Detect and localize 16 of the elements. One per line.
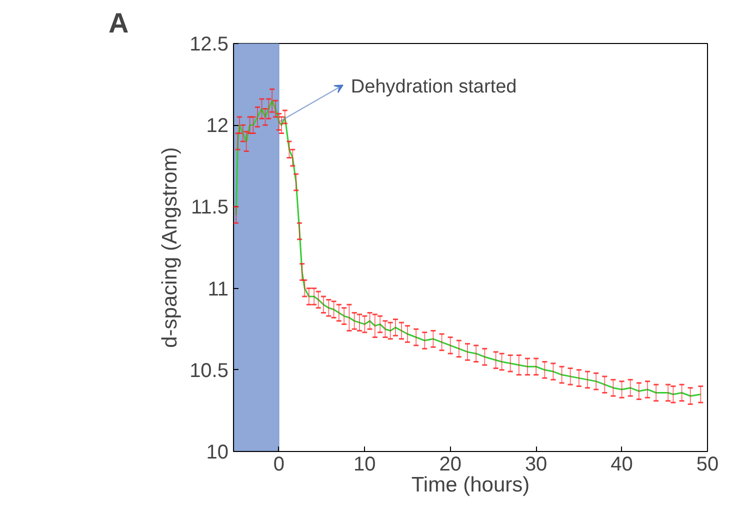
- y-axis-title: d-spacing (Angstrom): [158, 147, 182, 348]
- text: A: [108, 8, 129, 38]
- y-tick-label: 12: [206, 115, 229, 138]
- annotation: Dehydration started: [350, 76, 517, 98]
- x-tick-label: 0: [273, 454, 284, 476]
- x-tick-label: 10: [354, 454, 376, 476]
- y-tick-label: 12.5: [190, 34, 229, 56]
- x-tick-label: 40: [610, 454, 633, 476]
- x-axis-title: Time (hours): [411, 474, 530, 496]
- line-series: [235, 100, 702, 397]
- x-tick-label: 50: [696, 454, 719, 476]
- y-tick-label: 10.5: [190, 360, 229, 382]
- x-tick-label: 20: [439, 454, 462, 476]
- y-tick-label: 11.5: [191, 196, 229, 219]
- y-tick-label: 11: [208, 278, 229, 300]
- x-tick-label: 30: [524, 454, 548, 476]
